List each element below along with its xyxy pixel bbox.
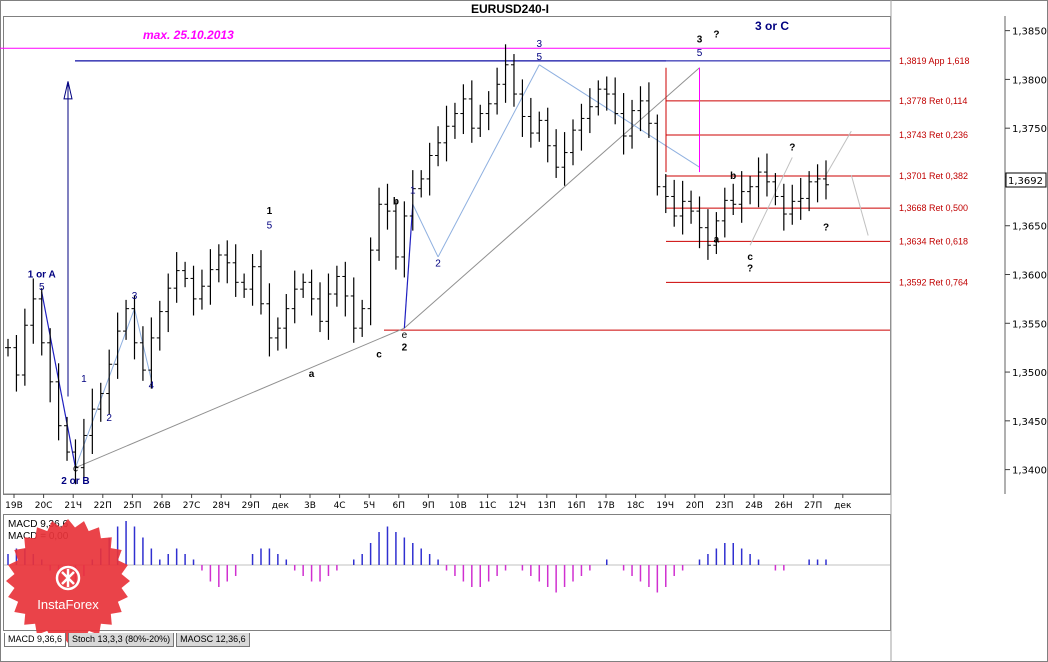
trend-line: [75, 327, 405, 469]
x-tick-label: 25П: [123, 501, 141, 511]
wave-label: e: [402, 330, 408, 341]
wave-label: 1: [410, 186, 416, 197]
x-tick-label: 4С: [334, 501, 346, 511]
current-price-label: 1,3692: [1008, 176, 1043, 187]
wave-label: c: [376, 349, 382, 360]
y-tick-label: 1,3750: [1012, 124, 1047, 135]
x-tick-label: 20С: [35, 501, 53, 511]
projection-line: [850, 174, 869, 236]
wave-label: 5: [39, 282, 45, 293]
x-tick-label: дек: [272, 501, 290, 511]
x-tick-label: 20П: [686, 501, 704, 511]
wave-label: 4: [149, 381, 155, 392]
y-tick-label: 1,3850: [1012, 27, 1047, 38]
wave-label: 1: [267, 206, 273, 217]
wave-line: [403, 204, 414, 329]
y-tick-label: 1,3650: [1012, 222, 1047, 233]
indicator-tabs: MACD 9,36,6 Stoch 13,3,3 (80%-20%) MAOSC…: [4, 633, 252, 647]
level-label: 1,3778 Ret 0,114: [899, 96, 967, 106]
y-tick-label: 1,3400: [1012, 466, 1047, 477]
x-tick-label: 19В: [5, 501, 23, 511]
x-axis: 19В 20С 21Ч 22П 25П 26В 27С 28Ч 29П дек 3В 4С 5Ч 6П 9П…: [3, 493, 890, 511]
x-tick-label: 12Ч: [508, 501, 526, 511]
max-label: max. 25.10.2013: [143, 28, 234, 42]
ohlc-bars: [5, 44, 829, 485]
target-label: 3 or C: [755, 19, 789, 33]
x-tick-label: 27П: [804, 501, 822, 511]
wave-label: 5: [267, 221, 273, 232]
wave-label: 2: [106, 413, 112, 424]
channel-line: [412, 204, 439, 258]
wave-label: 1: [81, 374, 87, 385]
y-tick-label: 1,3500: [1012, 368, 1047, 379]
current-price-box: [1005, 172, 1047, 188]
level-label: 1,3592 Ret 0,764: [899, 277, 968, 287]
projection-line: [825, 130, 852, 176]
level-label: 1,3819 App 1,618: [899, 56, 970, 66]
y-tick-label: 1,3800: [1012, 75, 1047, 86]
channel-line: [74, 308, 135, 468]
y-tick-label: 1,3600: [1012, 271, 1047, 282]
tab-stoch[interactable]: Stoch 13,3,3 (80%-20%): [68, 633, 175, 647]
channel-line: [539, 64, 700, 168]
wave-label: ?: [747, 264, 753, 275]
wave-label: ?: [789, 143, 795, 154]
x-tick-label: 5Ч: [363, 501, 375, 511]
wave-label: ?: [713, 29, 719, 40]
level-label: 1,3634 Ret 0,618: [899, 236, 968, 246]
wave-label: 3: [697, 34, 703, 45]
macd-label-1: MACD 9,36,6: [8, 519, 68, 530]
wave-label: c: [73, 464, 78, 475]
x-tick-label: 16П: [567, 501, 585, 511]
level-label: 1,3701 Ret 0,382: [899, 171, 968, 181]
y-tick-label: 1,3450: [1012, 417, 1047, 428]
x-tick-label: 26В: [153, 501, 171, 511]
x-tick-label: дек: [834, 501, 852, 511]
tab-maosc[interactable]: MAOSC 12,36,6: [176, 633, 250, 647]
y-tick-label: 1,3550: [1012, 319, 1047, 330]
x-tick-label: 22П: [94, 501, 112, 511]
level-label: 1,3668 Ret 0,500: [899, 203, 968, 213]
wave-label: a: [714, 234, 720, 245]
wave-label: 5: [697, 48, 703, 59]
wave-label: 2 or B: [61, 476, 89, 487]
wave-label: b: [730, 171, 736, 182]
x-tick-label: 26Н: [774, 501, 792, 511]
wave-label: b: [393, 196, 399, 207]
x-tick-label: 17В: [597, 501, 615, 511]
wave-label: c: [747, 252, 753, 263]
wave-label: 3: [132, 291, 138, 302]
x-tick-label: 10В: [449, 501, 467, 511]
x-tick-label: 6П: [393, 501, 406, 511]
x-tick-label: 24В: [745, 501, 763, 511]
x-tick-label: 27С: [183, 501, 201, 511]
logo-text: InstaForex: [37, 597, 99, 612]
wave-label: 3: [536, 39, 542, 50]
wave-label: 1 or A: [28, 269, 56, 280]
wave-label: ?: [823, 223, 829, 234]
wave-label: 5: [536, 52, 542, 63]
x-tick-label: 9П: [422, 501, 435, 511]
wave-label: a: [309, 369, 315, 380]
x-tick-label: 21Ч: [64, 501, 82, 511]
level-label: 1,3743 Ret 0,236: [899, 130, 968, 140]
arrow-head: [63, 81, 73, 100]
x-tick-label: 19Ч: [656, 501, 674, 511]
chart-title: EURUSD240-I: [471, 2, 549, 16]
x-tick-label: 23П: [715, 501, 733, 511]
tab-macd[interactable]: MACD 9,36,6: [4, 633, 67, 647]
wave-label: 2: [435, 259, 441, 270]
projection-line: [749, 157, 793, 246]
x-tick-label: 29П: [242, 501, 260, 511]
x-tick-label: 18С: [627, 501, 645, 511]
trend-line: [404, 67, 700, 329]
x-tick-label: 11С: [479, 501, 497, 511]
instaforex-logo: InstaForex: [6, 519, 130, 643]
x-tick-label: 28Ч: [212, 501, 230, 511]
wave-label: 2: [402, 343, 408, 354]
x-tick-label: 13П: [538, 501, 556, 511]
x-tick-label: 3В: [304, 501, 316, 511]
